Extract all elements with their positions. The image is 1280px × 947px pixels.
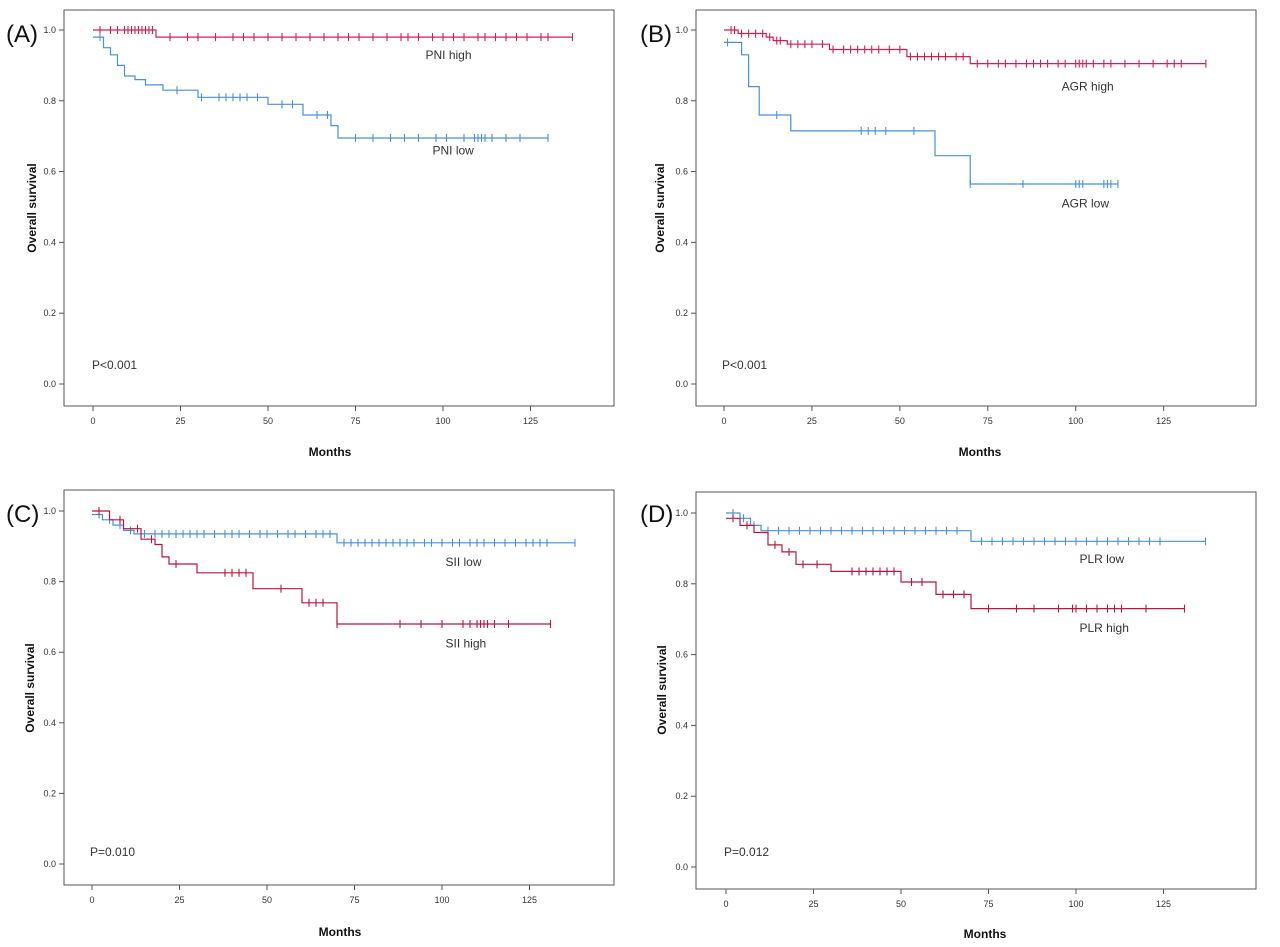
panel-c-frame: [63, 489, 615, 886]
panel-b-frame: [695, 9, 1257, 407]
panel-c-ytick-label: 1.0: [43, 506, 56, 516]
panel-d-ytick-label: 0.6: [675, 650, 688, 660]
panel-d-xtick-label: 75: [983, 899, 993, 909]
panel-d-axes: 0.0 0.2 0.4 0.6 0.8 1.0 0 25 50 75 100 125: [675, 508, 1171, 909]
panel-b-curves: [724, 26, 1207, 188]
panel-a-xtick-label: 100: [435, 416, 450, 426]
panel-c-series-label-sii-high: SII high: [446, 636, 487, 650]
panel-a-curves: [93, 26, 574, 142]
panel-b-ytick-label: 0.2: [675, 308, 688, 318]
panel-b-xtick-label: 50: [895, 416, 905, 426]
panel-d-pvalue: P=0.012: [724, 845, 769, 859]
panel-b-xlabel: Months: [959, 445, 1002, 459]
panel-c-ytick-label: 0.2: [43, 788, 56, 798]
panel-c-label: (C): [6, 501, 39, 528]
panel-b-ytick-label: 0.8: [675, 96, 688, 106]
panel-c-ylabel: Overall survival: [23, 643, 37, 732]
panel-d-ylabel: Overall survival: [655, 645, 669, 734]
panel-a-xtick-label: 75: [350, 416, 360, 426]
panel-b-xtick-label: 0: [721, 416, 726, 426]
panel-c-ytick-label: 0.6: [43, 647, 56, 657]
panel-a-ytick-label: 0.8: [43, 96, 56, 106]
panel-a-frame: [63, 9, 615, 407]
panel-b-ylabel: Overall survival: [653, 163, 667, 252]
panel-d-series-label-plr-high: PLR high: [1080, 621, 1129, 635]
panel-c-series-label-sii-low: SII low: [446, 555, 482, 569]
panel-b-curve-agr-low: [724, 41, 1118, 185]
panel-b-series-label-agr-high: AGR high: [1062, 80, 1114, 94]
panel-b: (B) 0.0 0.2 0.4 0.6 0.8 1.0 0 25 50 75 100 125 Over…: [640, 9, 1257, 459]
panel-c-curve-sii-low: [92, 513, 575, 544]
panel-d-ytick-label: 0.2: [675, 791, 688, 801]
panel-d-xtick-label: 0: [723, 899, 728, 909]
panel-a-series-label-pni-high: PNI high: [426, 48, 472, 62]
panel-c-curves: [92, 507, 576, 628]
panel-c-xtick-label: 0: [89, 895, 94, 905]
panel-a-axes: 0.0 0.2 0.4 0.6 0.8 1.0 0 25 50 75 100 125: [43, 25, 538, 426]
panel-a-pvalue: P<0.001: [92, 358, 137, 372]
panel-d-xtick-label: 100: [1068, 899, 1083, 909]
panel-a-series-label-pni-low: PNI low: [433, 143, 475, 157]
panel-b-ytick-label: 0.4: [675, 237, 688, 247]
panel-a-curve-pni-low: [93, 36, 548, 139]
panel-a: (A) 0.0 0.2 0.4 0.6 0.8 1.0 0 25 50 75 100 125 Over…: [6, 9, 615, 459]
panel-d-series-label-plr-low: PLR low: [1080, 552, 1125, 566]
panel-d-ytick-label: 1.0: [675, 508, 688, 518]
panel-c-curve-sii-high: [92, 510, 551, 625]
panel-d-label: (D): [640, 501, 673, 528]
panel-c-xtick-label: 100: [434, 895, 449, 905]
panel-d-curve-plr-high: [726, 517, 1185, 610]
panel-d-ytick-label: 0.0: [675, 862, 688, 872]
panel-b-xtick-label: 75: [983, 416, 993, 426]
panel-d-ytick-label: 0.8: [675, 579, 688, 589]
panel-a-xtick-label: 0: [90, 416, 95, 426]
panel-c-xtick-label: 25: [174, 895, 184, 905]
panel-c-ytick-label: 0.4: [43, 718, 56, 728]
panel-c-xlabel: Months: [319, 925, 362, 939]
panel-a-xtick-label: 25: [175, 416, 185, 426]
panel-a-curve-pni-high: [93, 29, 573, 38]
panel-b-ytick-label: 0.0: [675, 379, 688, 389]
panel-b-pvalue: P<0.001: [722, 358, 767, 372]
panel-c-pvalue: P=0.010: [90, 845, 135, 859]
panel-a-ylabel: Overall survival: [25, 163, 39, 252]
panel-a-ytick-label: 0.4: [43, 237, 56, 247]
panel-a-xtick-label: 125: [523, 416, 538, 426]
panel-c-xtick-label: 125: [522, 895, 537, 905]
panel-b-series-label-agr-low: AGR low: [1062, 196, 1110, 210]
panel-d-xlabel: Months: [964, 927, 1007, 941]
panel-a-ytick-label: 1.0: [43, 25, 56, 35]
panel-d-xtick-label: 25: [808, 899, 818, 909]
panel-b-ytick-label: 1.0: [675, 25, 688, 35]
panel-b-xtick-label: 25: [807, 416, 817, 426]
panel-b-ytick-label: 0.6: [675, 167, 688, 177]
panel-a-ytick-label: 0.2: [43, 308, 56, 318]
panel-b-axes: 0.0 0.2 0.4 0.6 0.8 1.0 0 25 50 75 100 125: [675, 25, 1171, 426]
panel-d-frame: [695, 491, 1257, 890]
panel-a-label: (A): [6, 21, 38, 48]
panel-b-xtick-label: 100: [1068, 416, 1083, 426]
panel-b-curve-agr-high: [724, 29, 1206, 65]
panel-c: (C) 0.0 0.2 0.4 0.6 0.8 1.0 0 25 50 75 100 125 Over…: [6, 489, 615, 939]
panel-d-curve-plr-low: [726, 512, 1206, 542]
panel-a-ytick-label: 0.6: [43, 167, 56, 177]
panel-d-xtick-label: 125: [1156, 899, 1171, 909]
panel-a-xtick-label: 50: [263, 416, 273, 426]
panel-d-ytick-label: 0.4: [675, 720, 688, 730]
panel-c-xtick-label: 50: [262, 895, 272, 905]
panel-c-xtick-label: 75: [349, 895, 359, 905]
panel-c-ytick-label: 0.8: [43, 577, 56, 587]
panel-c-ytick-label: 0.0: [43, 859, 56, 869]
panel-c-axes: 0.0 0.2 0.4 0.6 0.8 1.0 0 25 50 75 100 125: [43, 506, 537, 905]
panel-b-xtick-label: 125: [1156, 416, 1171, 426]
panel-a-xlabel: Months: [309, 445, 352, 459]
panel-a-ytick-label: 0.0: [43, 379, 56, 389]
panel-d: (D) 0.0 0.2 0.4 0.6 0.8 1.0 0 25 50 75 100 125 Over…: [640, 491, 1257, 941]
panel-d-curves: [726, 509, 1207, 613]
panel-d-xtick-label: 50: [896, 899, 906, 909]
panel-b-label: (B): [640, 21, 672, 48]
